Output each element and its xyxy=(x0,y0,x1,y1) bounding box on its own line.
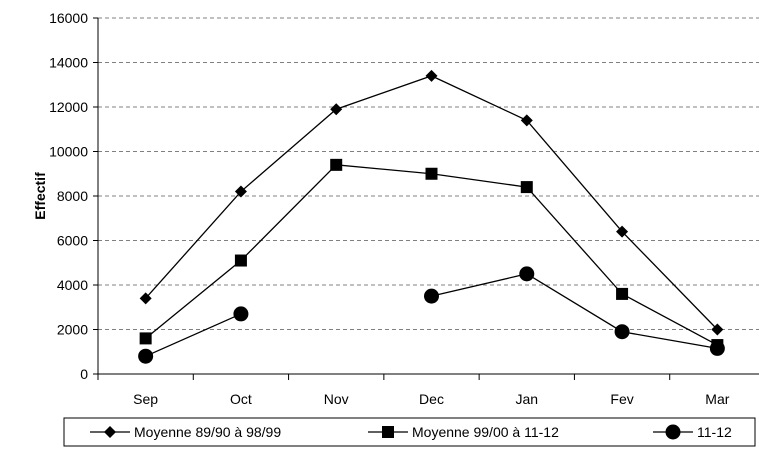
data-point xyxy=(709,340,725,356)
legend-label: 11-12 xyxy=(697,424,732,440)
x-tick-label: Fev xyxy=(610,391,633,407)
y-tick-label: 14000 xyxy=(49,55,88,71)
legend-marker xyxy=(104,426,116,438)
x-tick-label: Sep xyxy=(133,391,158,407)
legend-label: Moyenne 89/90 à 98/99 xyxy=(134,424,281,440)
legend: Moyenne 89/90 à 98/99 Moyenne 99/00 à 11-… xyxy=(63,417,756,447)
data-point xyxy=(233,306,249,322)
series-line xyxy=(431,273,718,350)
y-tick-label: 6000 xyxy=(57,233,88,249)
legend-item: 11-12 xyxy=(653,424,732,440)
y-tick-label: 12000 xyxy=(49,99,88,115)
series-1 xyxy=(139,69,724,336)
data-point xyxy=(711,323,724,336)
y-tick-label: 2000 xyxy=(57,322,88,338)
legend-box xyxy=(63,417,756,447)
legend-item: Moyenne 89/90 à 98/99 xyxy=(90,424,281,440)
data-point xyxy=(138,348,154,364)
data-point xyxy=(234,185,247,198)
x-tick-label: Dec xyxy=(419,391,444,407)
data-point xyxy=(425,167,438,180)
gridlines xyxy=(98,17,759,330)
y-tick-label: 10000 xyxy=(49,144,88,160)
data-point xyxy=(616,287,629,300)
data-point xyxy=(519,266,535,282)
y-tick-label: 16000 xyxy=(49,10,88,26)
data-point xyxy=(139,332,152,345)
data-point xyxy=(330,158,343,171)
series-2 xyxy=(139,158,724,352)
x-tick-labels: Sep Oct Nov Dec Jan Fev Mar xyxy=(97,374,730,407)
data-point xyxy=(424,288,439,304)
y-tick-label: 0 xyxy=(80,366,88,382)
x-tick-label: Nov xyxy=(324,391,349,407)
x-tick-label: Jan xyxy=(515,391,538,407)
data-point xyxy=(425,69,438,82)
series xyxy=(138,69,725,364)
x-tick-label: Oct xyxy=(230,391,252,407)
y-axis-title: Effectif xyxy=(32,172,48,220)
data-point xyxy=(616,225,629,238)
legend-marker xyxy=(382,426,394,438)
series-3 xyxy=(138,266,725,364)
data-point xyxy=(139,292,152,305)
legend-label: Moyenne 99/00 à 11-12 xyxy=(412,424,559,440)
data-point xyxy=(330,103,343,116)
legend-marker xyxy=(665,424,681,440)
data-point xyxy=(614,324,630,340)
data-point xyxy=(520,181,533,194)
y-tick-labels: 0 2000 4000 6000 8000 10000 12000 14000 16000 xyxy=(49,10,98,382)
legend-item: Moyenne 99/00 à 11-12 xyxy=(368,424,559,440)
y-tick-label: 4000 xyxy=(57,277,88,293)
series-line xyxy=(145,313,242,357)
y-tick-label: 8000 xyxy=(57,188,88,204)
x-tick-label: Mar xyxy=(705,391,729,407)
data-point xyxy=(234,254,247,267)
data-point xyxy=(520,114,533,127)
